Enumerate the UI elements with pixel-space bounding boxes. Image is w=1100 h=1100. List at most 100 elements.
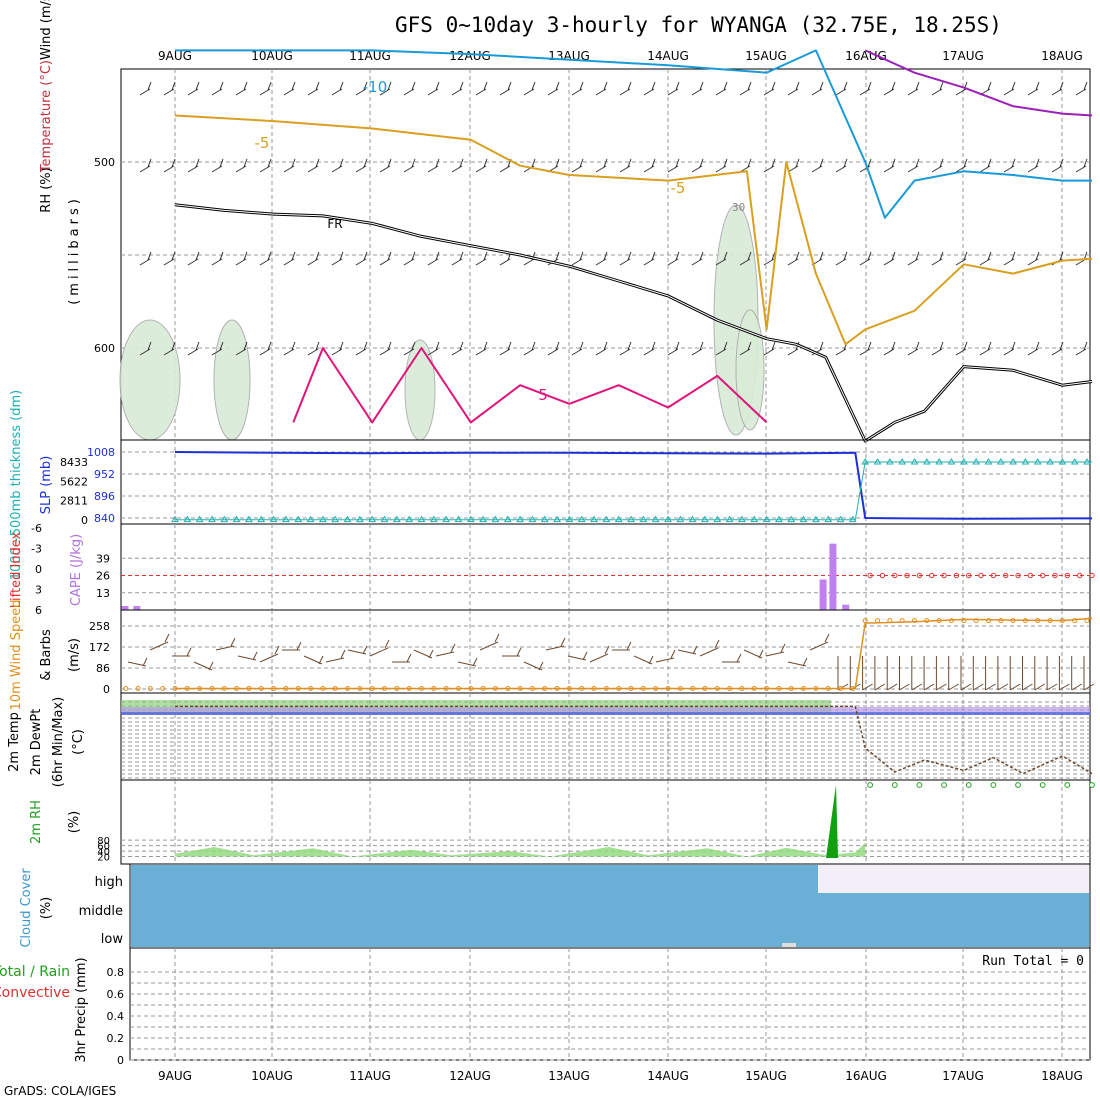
top-date-label: 12AUG xyxy=(449,49,491,63)
slp-ytick: 896 xyxy=(94,490,115,503)
upper-wind-barb xyxy=(211,341,224,356)
cape-ytick: 13 xyxy=(96,587,110,600)
wind-speed-marker xyxy=(542,686,548,692)
upper-wind-barb xyxy=(163,81,176,96)
thickness-marker xyxy=(590,515,598,523)
wind-speed-marker xyxy=(320,686,326,692)
upper-wind-barb xyxy=(235,81,248,96)
upper-wind-barb xyxy=(1051,158,1064,173)
thickness-marker xyxy=(380,515,389,523)
rh-ytick: 40 xyxy=(97,847,110,858)
thickness-marker xyxy=(762,515,771,523)
upper-wind-barb xyxy=(379,158,392,173)
rh-marker xyxy=(891,782,898,788)
upper-wind-barb xyxy=(787,251,800,266)
upper-wind-barb xyxy=(259,251,272,266)
li-marker xyxy=(953,572,960,579)
lifted-index-label: Lifted Index xyxy=(9,531,24,608)
surface-wind-barb xyxy=(303,655,324,665)
wind-speed-marker xyxy=(443,686,449,692)
wind-speed-marker xyxy=(690,686,696,692)
upper-wind-barb xyxy=(1027,158,1040,173)
thickness-marker xyxy=(651,515,660,523)
thickness-ytick: 5622 xyxy=(60,475,88,488)
upper-wind-barb xyxy=(1027,251,1040,266)
thickness-marker xyxy=(1021,458,1030,465)
upper-wind-barb xyxy=(643,81,656,96)
surface-wind-barb-flag xyxy=(874,683,886,691)
upper-wind-barb xyxy=(355,251,368,266)
upper-wind-barb xyxy=(451,341,464,356)
upper-wind-barb xyxy=(1003,81,1016,96)
wind-speed-marker xyxy=(554,686,560,692)
upper-wind-barb xyxy=(691,341,704,356)
thickness-marker xyxy=(282,515,290,523)
upper-wind-barb xyxy=(763,341,776,356)
contour-label-minus5b: -5 xyxy=(671,179,686,197)
rh-spike xyxy=(826,785,838,858)
upper-wind-barb xyxy=(667,341,680,356)
surface-wind-barb xyxy=(765,643,786,657)
wind-speed-marker xyxy=(234,686,240,692)
upper-ytick: 500 xyxy=(94,156,115,169)
wind-speed-marker xyxy=(406,686,412,692)
wind-speed-marker xyxy=(751,686,757,692)
thickness-marker xyxy=(701,515,709,523)
upper-wind-barb xyxy=(811,81,824,96)
thickness-ytick: 8433 xyxy=(60,456,88,469)
bottom-date-label: 12AUG xyxy=(449,1069,491,1083)
cloud-label: Cloud Cover xyxy=(19,868,34,948)
upper-rh-label: RH (%) xyxy=(39,167,54,212)
wind-speed-marker xyxy=(529,686,535,692)
upper-wind-barb xyxy=(739,251,752,266)
thickness-marker xyxy=(429,515,438,523)
upper-wind-barb xyxy=(907,341,920,356)
upper-wind-barb xyxy=(979,81,992,96)
upper-wind-barb xyxy=(379,251,392,266)
chart-title: GFS 0~10day 3-hourly for WYANGA (32.75E,… xyxy=(395,13,1002,37)
surface-wind-barb-flag xyxy=(1022,683,1033,691)
wind-speed-marker xyxy=(160,686,166,692)
wind-speed-marker xyxy=(603,686,609,692)
upper-wind-barb xyxy=(1051,81,1064,96)
top-date-label: 18AUG xyxy=(1041,49,1083,63)
thickness-label: 1000~500mb thickness (dm) xyxy=(9,390,24,580)
thickness-marker xyxy=(664,515,672,523)
wind-ytick: 258 xyxy=(89,620,110,633)
wind-speed-marker xyxy=(862,618,868,624)
upper-wind-barb xyxy=(211,158,224,173)
upper-wind-barb xyxy=(283,341,296,356)
surface-wind-barb xyxy=(479,633,500,651)
upper-wind-barb xyxy=(475,81,488,96)
thickness-line xyxy=(175,461,1092,521)
wind-speed-marker xyxy=(332,686,338,692)
upper-wind-barb xyxy=(763,81,776,96)
upper-wind-barb xyxy=(307,81,320,96)
wind-speed-marker xyxy=(616,686,622,692)
upper-wind-barb xyxy=(259,341,272,356)
rh-contour-blob xyxy=(119,319,181,441)
rh-contour-blob xyxy=(404,339,436,441)
wind-speed-marker xyxy=(209,686,215,692)
rh-area xyxy=(175,842,866,857)
upper-wind-barb xyxy=(619,341,632,356)
rh-marker xyxy=(990,782,997,788)
wind-speed-marker xyxy=(776,686,782,692)
cloud-level-low: low xyxy=(101,932,124,947)
wind-speed-marker xyxy=(924,618,930,624)
surface-wind-barb-flag xyxy=(1046,683,1058,691)
upper-wind-barb xyxy=(187,341,200,356)
upper-wind-barb xyxy=(883,251,896,266)
rh-marker xyxy=(1015,782,1021,788)
upper-wind-barb xyxy=(451,81,464,96)
surface-wind-barb xyxy=(369,639,390,657)
cloud-level-high: high xyxy=(95,875,123,890)
precip-total-label: Total / Rain xyxy=(0,964,70,980)
upper-wind-barb xyxy=(427,341,440,356)
rh-marker xyxy=(1039,782,1046,788)
thickness-marker xyxy=(738,515,746,523)
wind-speed-marker xyxy=(382,686,388,692)
wind-speed-marker xyxy=(850,686,856,692)
temp-line-FR xyxy=(174,203,1093,443)
thickness-marker xyxy=(220,515,229,523)
